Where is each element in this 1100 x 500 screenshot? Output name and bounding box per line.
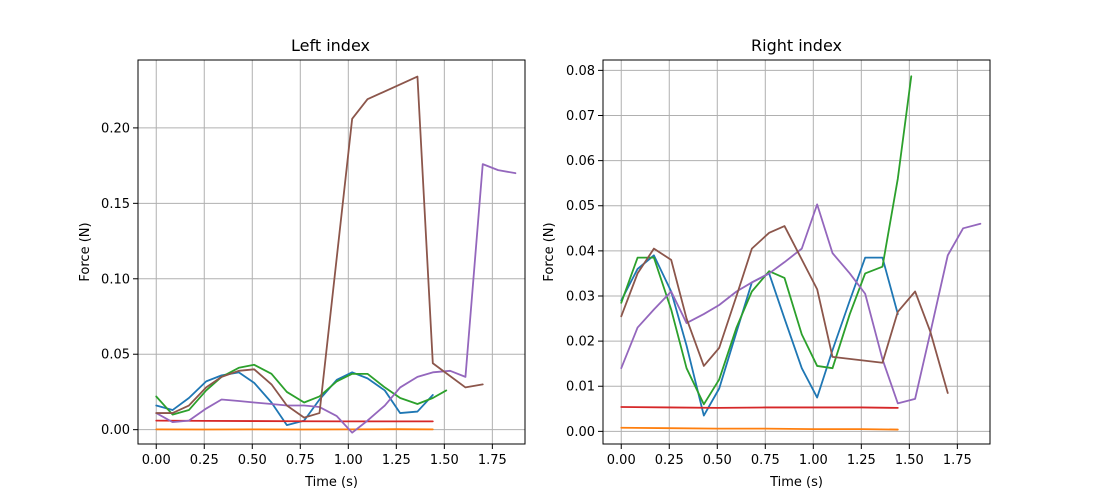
ticks: 0.00 0.25 0.50 0.75 1.00 1.25 1.50 1.75 0.00 0.01… bbox=[566, 64, 972, 468]
x-tick-label: 0.25 bbox=[655, 453, 684, 468]
y-tick-label: 0.03 bbox=[566, 289, 595, 304]
y-tick-label: 0.07 bbox=[566, 109, 595, 124]
series-line-2 bbox=[620, 426, 899, 431]
y-tick-label: 0.06 bbox=[566, 154, 595, 169]
x-tick-label: 0.00 bbox=[142, 453, 171, 468]
y-axis-label: Force (N) bbox=[78, 222, 93, 281]
chart-title: Right index bbox=[751, 36, 842, 55]
x-tick-label: 0.00 bbox=[607, 453, 636, 468]
y-tick-label: 0.00 bbox=[566, 425, 595, 440]
series-group bbox=[620, 75, 982, 431]
y-tick-label: 0.08 bbox=[566, 64, 595, 79]
x-tick-label: 1.25 bbox=[382, 453, 411, 468]
subplot-right: Right index 0.00 0.25 0.50 0.75 1.00 1.25 1.50… bbox=[542, 36, 991, 490]
series-line-3 bbox=[620, 75, 913, 406]
y-tick-label: 0.05 bbox=[101, 348, 130, 363]
series-line-5 bbox=[155, 163, 517, 434]
x-tick-label: 0.50 bbox=[238, 453, 267, 468]
series-line-6 bbox=[155, 75, 484, 419]
x-tick-label: 1.75 bbox=[943, 453, 972, 468]
x-tick-label: 0.25 bbox=[190, 453, 219, 468]
x-axis-label: Time (s) bbox=[769, 475, 823, 490]
x-tick-label: 1.75 bbox=[478, 453, 507, 468]
x-tick-label: 1.00 bbox=[799, 453, 828, 468]
series-line-5 bbox=[620, 203, 982, 405]
y-tick-label: 0.20 bbox=[101, 121, 130, 136]
x-tick-label: 0.75 bbox=[286, 453, 315, 468]
x-tick-label: 1.25 bbox=[847, 453, 876, 468]
subplot-left: Left index 0.00 0.25 0.50 0.75 1.00 1.25 1.50 1… bbox=[78, 36, 526, 490]
x-tick-label: 0.75 bbox=[751, 453, 780, 468]
series-line-4 bbox=[155, 419, 434, 423]
chart-title: Left index bbox=[291, 36, 370, 55]
x-tick-label: 1.50 bbox=[430, 453, 459, 468]
y-tick-label: 0.00 bbox=[101, 423, 130, 438]
x-tick-label: 0.50 bbox=[703, 453, 732, 468]
x-tick-label: 1.00 bbox=[334, 453, 363, 468]
x-tick-label: 1.50 bbox=[895, 453, 924, 468]
series-line-3 bbox=[155, 363, 448, 416]
y-tick-label: 0.05 bbox=[566, 199, 595, 214]
x-axis-label: Time (s) bbox=[304, 475, 358, 490]
y-tick-label: 0.04 bbox=[566, 244, 595, 259]
ticks: 0.00 0.25 0.50 0.75 1.00 1.25 1.50 1.75 0.00 0.05… bbox=[101, 121, 507, 468]
series-line-6 bbox=[620, 225, 949, 394]
series-group bbox=[155, 75, 517, 434]
series-line-4 bbox=[620, 406, 899, 409]
series-line-1 bbox=[155, 371, 434, 427]
y-tick-label: 0.15 bbox=[101, 197, 130, 212]
y-tick-label: 0.01 bbox=[566, 380, 595, 395]
y-tick-label: 0.10 bbox=[101, 272, 130, 287]
plot-area-frame bbox=[137, 59, 526, 445]
plot-area-frame bbox=[602, 59, 991, 445]
y-tick-label: 0.02 bbox=[566, 335, 595, 350]
y-axis-label: Force (N) bbox=[542, 222, 557, 281]
